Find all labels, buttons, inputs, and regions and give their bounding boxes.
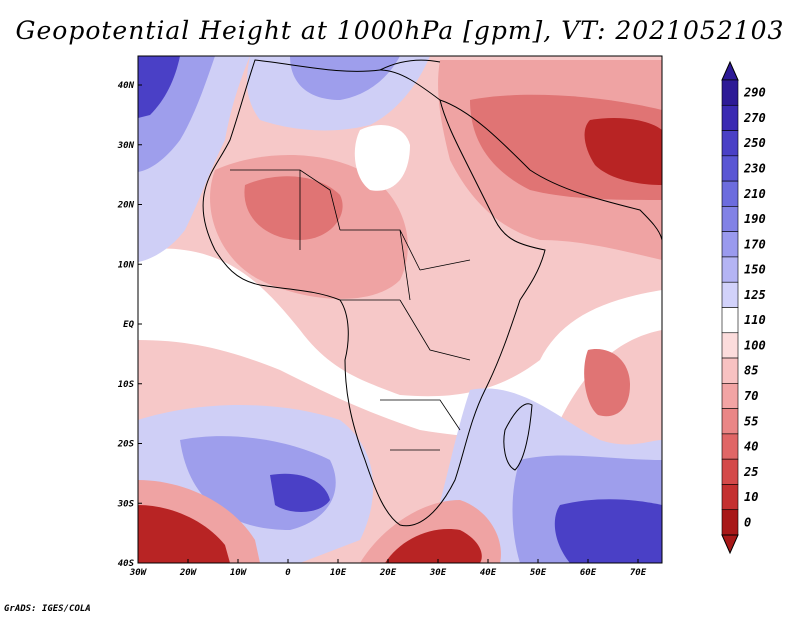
- colorbar-swatch: [721, 231, 739, 258]
- colorbar-label: 0: [744, 515, 751, 529]
- lat-label: EQ: [123, 320, 134, 330]
- africa-coastline: [202, 59, 546, 527]
- lon-label: 50E: [530, 568, 547, 578]
- lat-label: 20S: [117, 440, 135, 450]
- lat-label: 10N: [118, 260, 135, 270]
- colorbar-swatch: [721, 130, 739, 157]
- map-frame: [137, 55, 663, 564]
- colorbar-label: 125: [744, 288, 766, 302]
- colorbar-swatch: [721, 408, 739, 435]
- colorbar-swatch: [721, 79, 739, 106]
- colorbar-swatch: [721, 484, 739, 511]
- southwest-low-core: [138, 505, 230, 563]
- mediterranean-coastline: [379, 59, 441, 71]
- lon-label: 40E: [480, 568, 497, 578]
- lon-label: 20W: [179, 568, 198, 578]
- indian-ocean-high-center: [554, 499, 662, 563]
- lon-label: 0: [285, 568, 291, 578]
- colorbar-swatch: [721, 307, 739, 334]
- colorbar-swatch: [721, 281, 739, 308]
- field-white-band: [138, 248, 662, 437]
- colorbar-swatch: [721, 433, 739, 460]
- colorbar-label: 100: [744, 338, 766, 352]
- colorbar-label: 290: [743, 86, 766, 100]
- lat-label: 30N: [117, 141, 135, 151]
- longitude-axis: 30W 20W 10W 0 10E 20E 30E 40E 50E 60E 70E: [129, 559, 647, 578]
- colorbar-label: 190: [744, 212, 766, 226]
- colorbar-swatch: [721, 332, 739, 359]
- colorbar-label: 210: [743, 187, 766, 201]
- colorbar-swatch: [721, 509, 739, 536]
- colorbar-label: 230: [743, 161, 766, 175]
- lon-label: 70E: [630, 568, 647, 578]
- lon-label: 30W: [129, 568, 148, 578]
- height-field: [138, 56, 662, 563]
- colorbar-swatch: [721, 104, 739, 131]
- lon-label: 10W: [230, 568, 248, 578]
- chart-title: Geopotential Height at 1000hPa [gpm], VT…: [15, 16, 785, 45]
- mozambique-low: [584, 349, 630, 417]
- mediterranean-high-core: [290, 56, 400, 100]
- colorbar-swatch: [721, 357, 739, 384]
- south-atlantic-high-center: [270, 473, 330, 512]
- colorbar-swatch: [721, 155, 739, 182]
- colorbar-label: 40: [744, 440, 758, 454]
- field-white-pocket: [354, 125, 410, 191]
- country-borders: [230, 169, 471, 451]
- agulhas-low-core: [385, 529, 482, 563]
- lat-label: 20N: [117, 201, 135, 211]
- colorbar-label: 250: [743, 136, 766, 150]
- lat-label: 40N: [118, 81, 135, 91]
- colorbar-label: 150: [744, 263, 766, 277]
- lon-label: 30E: [429, 568, 447, 578]
- lat-label: 30S: [117, 499, 135, 509]
- colorbar-swatch: [721, 180, 739, 207]
- arabia-coastline: [439, 99, 662, 241]
- colorbar-swatch: [721, 383, 739, 409]
- colorbar-label: 85: [744, 364, 758, 378]
- colorbar-swatch: [721, 256, 739, 283]
- colorbar: 2902702502302101901701501251101008570554…: [721, 60, 766, 555]
- latitude-axis: 40N 30N 20N 10N EQ 10S 20S 30S 40S: [117, 81, 142, 569]
- colorbar-top-arrow: [721, 60, 739, 81]
- madagascar-coastline: [503, 403, 533, 471]
- coastlines: [202, 59, 662, 527]
- footer-credit: GrADS: IGES/COLA: [4, 604, 91, 614]
- colorbar-label: 10: [744, 490, 758, 504]
- colorbar-label: 270: [743, 111, 766, 125]
- colorbar-label: 170: [744, 237, 766, 251]
- north-atlantic-high-center: [138, 56, 180, 118]
- arabian-low-center: [584, 118, 662, 185]
- colorbar-label: 25: [743, 465, 758, 479]
- lat-label: 40S: [118, 559, 135, 569]
- lon-label: 60E: [580, 568, 597, 578]
- lon-label: 20E: [379, 568, 397, 578]
- colorbar-label: 110: [744, 313, 766, 327]
- colorbar-swatch: [721, 458, 739, 485]
- lat-label: 10S: [118, 380, 135, 390]
- lon-label: 10E: [330, 568, 347, 578]
- sahara-low-core: [244, 176, 343, 240]
- colorbar-bottom-arrow: [721, 534, 739, 555]
- colorbar-label: 70: [744, 389, 758, 403]
- colorbar-label: 55: [744, 414, 758, 428]
- colorbar-swatch: [721, 206, 739, 232]
